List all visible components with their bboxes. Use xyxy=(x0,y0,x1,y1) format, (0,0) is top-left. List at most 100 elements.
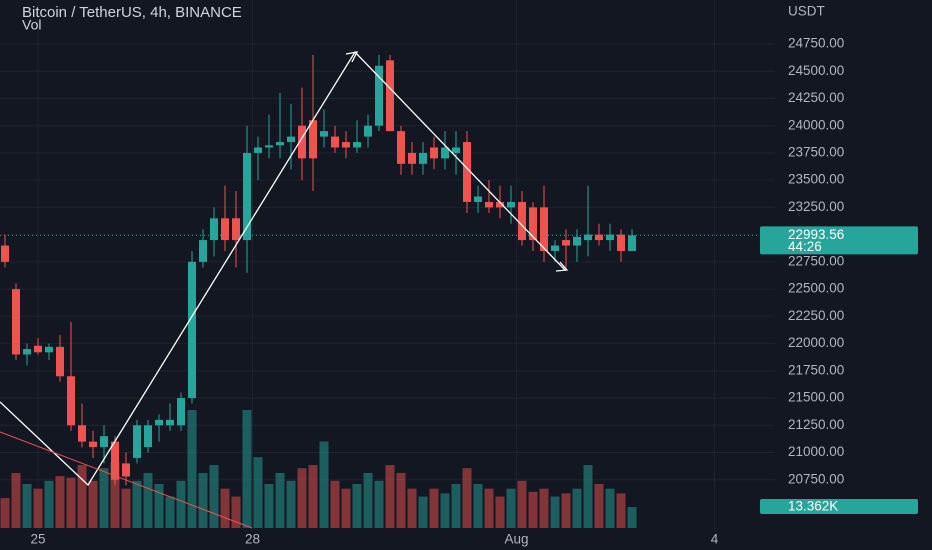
candle-body xyxy=(1,245,9,262)
candle-body xyxy=(320,131,328,137)
volume-title: Vol xyxy=(22,17,41,33)
volume-bar xyxy=(176,480,186,528)
volume-bar xyxy=(209,465,219,528)
candle-body xyxy=(408,152,416,164)
candle-body xyxy=(606,234,614,241)
volume-bar xyxy=(220,488,230,528)
y-tick-label: 24250.00 xyxy=(788,90,844,105)
candle-body xyxy=(518,201,526,241)
arrowhead xyxy=(555,261,569,272)
y-tick-label: 24750.00 xyxy=(788,36,844,51)
volume-bar xyxy=(407,488,417,528)
candle-body xyxy=(331,136,339,148)
y-tick-label: 22250.00 xyxy=(788,308,844,323)
last-price-label: 22993.56 xyxy=(788,227,844,242)
volume-label: 13.362K xyxy=(788,499,838,514)
volume-bar xyxy=(55,476,65,528)
candle-body xyxy=(243,152,251,241)
volume-bar xyxy=(132,480,142,528)
candle-body xyxy=(540,207,548,251)
volume-bar xyxy=(242,410,252,528)
volume-bar xyxy=(473,483,483,528)
volume-bar xyxy=(187,410,197,528)
volume-bar xyxy=(286,480,296,528)
y-tick-label: 24000.00 xyxy=(788,117,844,132)
volume-bar xyxy=(275,472,285,528)
x-tick-label: 25 xyxy=(30,532,45,547)
candle-body xyxy=(56,346,64,377)
candle-body xyxy=(12,289,20,355)
last-price-box xyxy=(760,226,918,255)
volume-bar xyxy=(99,468,109,528)
volume-bar xyxy=(308,465,318,528)
y-tick-label: 23750.00 xyxy=(788,144,844,159)
volume-bar xyxy=(352,483,362,528)
candle-body xyxy=(419,152,427,164)
y-tick-label: 20750.00 xyxy=(788,471,844,486)
y-tick-label: 21750.00 xyxy=(788,362,844,377)
candle-body xyxy=(144,425,152,448)
candle-body xyxy=(551,245,559,251)
candle-body xyxy=(34,345,42,353)
volume-bar xyxy=(0,498,10,528)
volume-bar xyxy=(385,465,395,528)
volume-bar xyxy=(297,468,307,528)
y-unit: USDT xyxy=(788,4,825,19)
candle-body xyxy=(155,419,163,426)
y-tick-label: 23500.00 xyxy=(788,172,844,187)
candle-body xyxy=(188,261,196,399)
candle-body xyxy=(133,425,141,458)
candle-body xyxy=(386,60,394,132)
volume-bar xyxy=(11,472,21,528)
candle-body xyxy=(199,240,207,262)
volume-bar xyxy=(44,480,54,528)
volume-bar xyxy=(528,491,538,528)
candle-body xyxy=(287,136,295,143)
y-tick-label: 21500.00 xyxy=(788,390,844,405)
candle-body xyxy=(232,218,240,241)
candle-body xyxy=(298,125,306,159)
candle-body xyxy=(78,425,86,442)
volume-bar xyxy=(330,480,340,528)
candle-body xyxy=(364,125,372,137)
volume-bar xyxy=(561,493,571,528)
candle-body xyxy=(496,201,504,208)
candle-body xyxy=(23,349,31,355)
candle-body xyxy=(177,398,185,426)
volume-label-box xyxy=(760,498,918,514)
volume-bar xyxy=(66,477,76,528)
volume-bar xyxy=(429,488,439,528)
candle-body xyxy=(430,147,438,159)
volume-bar xyxy=(517,480,527,528)
y-tick-label: 24500.00 xyxy=(788,63,844,78)
candle-body xyxy=(529,207,537,241)
candle-body xyxy=(122,463,130,477)
candle-body xyxy=(463,142,471,202)
volume-bar xyxy=(539,488,549,528)
volume-bar xyxy=(110,461,120,528)
volume-bar xyxy=(418,496,428,528)
y-tick-label: 21000.00 xyxy=(788,444,844,459)
arrowhead xyxy=(345,51,359,63)
volume-bar xyxy=(462,468,472,528)
candle-body xyxy=(309,120,317,159)
volume-bar xyxy=(506,488,516,528)
volume-bar xyxy=(165,496,175,528)
candle-body xyxy=(507,201,515,208)
volume-bar xyxy=(154,483,164,528)
volume-bar xyxy=(22,483,32,528)
candle-body xyxy=(452,147,460,153)
candle-body xyxy=(100,436,108,448)
candle-body xyxy=(441,147,449,159)
volume-bar xyxy=(143,472,153,528)
y-tick-label: 21250.00 xyxy=(788,417,844,432)
y-tick-label: 22000.00 xyxy=(788,335,844,350)
candle-body xyxy=(375,65,383,126)
chart-title: Bitcoin / TetherUS, 4h, BINANCE xyxy=(22,4,242,21)
trend-line xyxy=(0,431,253,529)
candle-body xyxy=(353,142,361,148)
volume-bar xyxy=(440,493,450,528)
volume-bar xyxy=(319,441,329,528)
volume-bar xyxy=(231,496,241,528)
